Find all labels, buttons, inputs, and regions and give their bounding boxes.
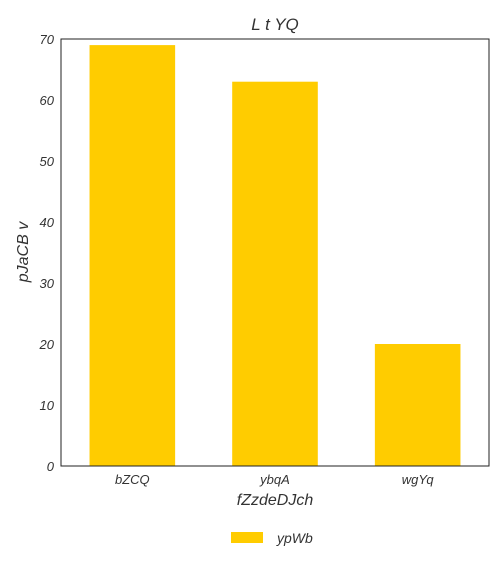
y-tick-label: 10 (40, 398, 55, 413)
y-tick-label: 50 (40, 154, 55, 169)
y-tick-label: 60 (40, 93, 55, 108)
chart-title: L t YQ (251, 15, 299, 34)
plot-frame (60, 38, 490, 467)
y-tick-label: 0 (47, 459, 55, 474)
bar-wgYq (374, 344, 461, 466)
x-tick-label: ybqA (259, 472, 290, 487)
bar-ybqA (232, 81, 318, 466)
legend-label: ypWb (276, 530, 313, 546)
legend: ypWb (231, 530, 313, 546)
bars-group (89, 45, 461, 466)
y-tick-label: 20 (39, 337, 55, 352)
y-tick-label: 40 (40, 215, 55, 230)
x-axis-label: fZzdeDJch (237, 492, 314, 509)
y-axis-ticks: 0 10 20 30 40 50 60 70 (39, 32, 55, 474)
y-tick-label: 30 (40, 276, 55, 291)
x-tick-label: wgYq (402, 472, 435, 487)
bar-bZCQ (89, 45, 176, 466)
y-tick-label: 70 (40, 32, 55, 47)
y-axis-label: pJaCB v (15, 221, 32, 283)
x-axis-ticks: bZCQ ybqA wgYq (115, 472, 434, 487)
x-tick-label: bZCQ (115, 472, 150, 487)
legend-swatch (231, 532, 263, 543)
